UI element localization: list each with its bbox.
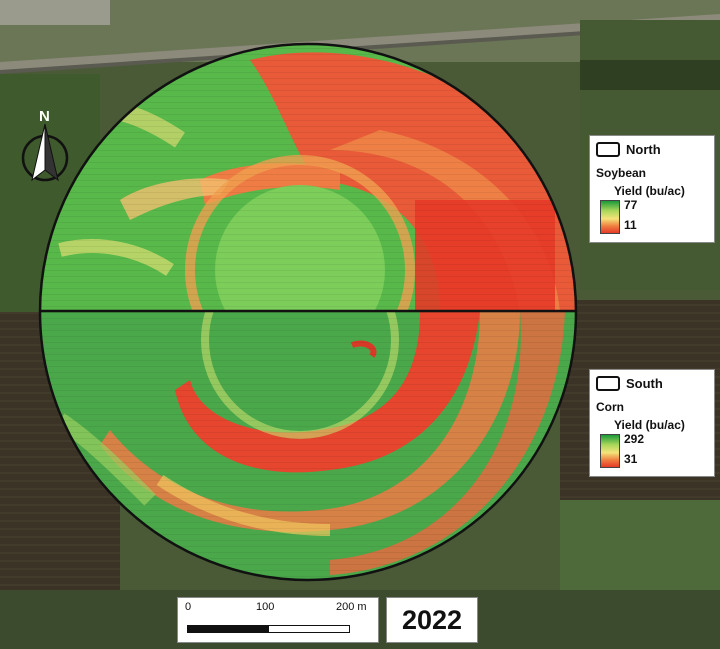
legend-max-value: 77 xyxy=(624,198,638,212)
legend-min-value: 31 xyxy=(624,452,638,466)
legend-color-ramp xyxy=(600,434,620,468)
year-label: 2022 xyxy=(386,597,478,643)
scale-label-100: 100 xyxy=(256,601,275,613)
north-arrow-label: N xyxy=(39,108,50,125)
legend-north: North Soybean Yield (bu/ac) 77 11 xyxy=(589,135,715,243)
legend-south: South Corn Yield (bu/ac) 292 31 xyxy=(589,369,715,477)
scale-label-200: 200 m xyxy=(336,601,367,613)
legend-section-label: North xyxy=(626,142,661,157)
legend-unit-label: Yield (bu/ac) xyxy=(614,418,685,432)
scale-segment-dark xyxy=(187,625,269,633)
legend-color-ramp xyxy=(600,200,620,234)
scale-label-0: 0 xyxy=(185,601,192,613)
legend-section-swatch xyxy=(596,376,620,391)
north-arrow: N xyxy=(20,108,70,188)
north-field-soybean xyxy=(40,44,576,580)
scale-bar: 0 100 200 m xyxy=(177,597,379,643)
legend-unit-label: Yield (bu/ac) xyxy=(614,184,685,198)
north-arrow-icon xyxy=(21,123,69,182)
legend-crop-label: Soybean xyxy=(596,166,647,180)
scale-segment-light xyxy=(268,625,350,633)
legend-crop-label: Corn xyxy=(596,400,624,414)
legend-max-value: 292 xyxy=(624,432,645,446)
legend-min-value: 11 xyxy=(624,218,637,232)
legend-section-label: South xyxy=(626,376,663,391)
legend-section-swatch xyxy=(596,142,620,157)
